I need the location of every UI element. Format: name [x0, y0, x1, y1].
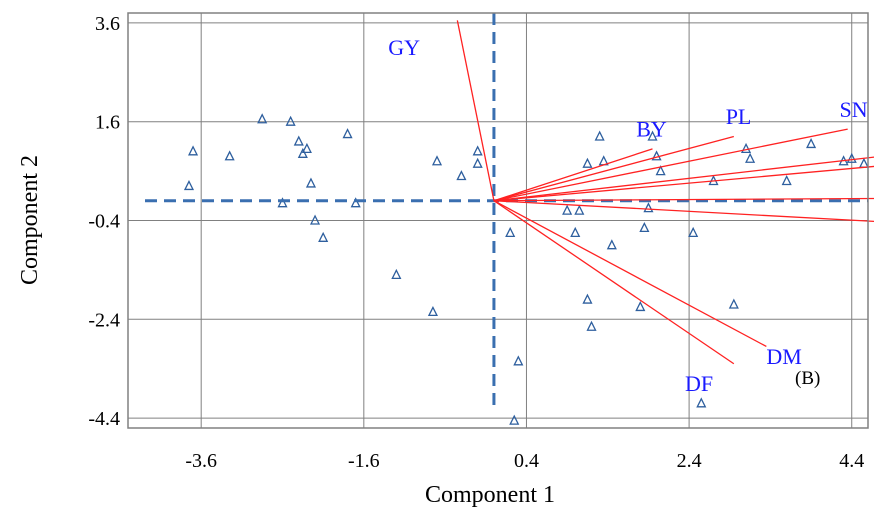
- x-tick-label: -1.6: [348, 450, 380, 472]
- data-point: [513, 355, 524, 366]
- observation-points: [183, 113, 869, 425]
- data-point: [781, 175, 792, 186]
- data-point: [846, 152, 857, 163]
- data-point: [309, 214, 321, 225]
- data-point: [301, 142, 312, 154]
- vector-label: BY: [636, 117, 667, 142]
- data-point: [431, 155, 443, 166]
- x-tick-label: 0.4: [514, 450, 539, 472]
- vector-label: DF: [685, 371, 713, 396]
- data-point: [342, 128, 353, 139]
- data-point: [740, 142, 752, 154]
- data-point: [509, 414, 520, 425]
- vector-line: [493, 200, 767, 348]
- data-point: [305, 177, 317, 188]
- reference-lines: [145, 13, 868, 410]
- vector-line: [493, 128, 848, 202]
- data-point: [472, 157, 483, 168]
- data-point: [224, 150, 235, 161]
- grid: [128, 13, 868, 428]
- data-point: [183, 179, 195, 191]
- data-point: [635, 301, 646, 312]
- data-point: [570, 226, 581, 238]
- data-point: [643, 202, 654, 213]
- data-point: [639, 221, 650, 233]
- y-tick-label: 3.6: [95, 13, 120, 35]
- y-tick-label: -4.4: [88, 408, 120, 430]
- data-point: [427, 305, 438, 317]
- vector-label: GY: [388, 35, 420, 60]
- data-point: [297, 147, 308, 158]
- data-point: [293, 135, 304, 146]
- vector-line: [493, 165, 874, 202]
- data-point: [651, 150, 662, 161]
- data-point: [655, 165, 666, 176]
- vector-line: [493, 148, 653, 202]
- data-point: [257, 113, 268, 124]
- vector-line: [493, 156, 874, 202]
- data-point: [350, 197, 361, 208]
- data-point: [574, 204, 585, 215]
- vector-label: PL: [726, 104, 752, 129]
- vector-line: [493, 200, 735, 365]
- data-point: [505, 226, 516, 238]
- data-point: [728, 298, 739, 309]
- vector-line: [493, 135, 734, 202]
- data-point: [277, 197, 288, 208]
- x-tick-labels: -3.6 -1.6 0.4 2.4 4.4: [185, 450, 864, 472]
- data-point: [745, 152, 756, 163]
- data-point: [806, 137, 817, 149]
- vector-labels: GYBYPLSNSWPWPHPNDMDF: [388, 35, 868, 396]
- data-point: [318, 231, 329, 242]
- x-tick-label: -3.6: [185, 450, 217, 472]
- vector-label: SN: [840, 97, 868, 122]
- vector-line: [493, 200, 874, 223]
- plot-frame: [127, 12, 869, 429]
- data-point: [582, 293, 593, 304]
- data-point: [606, 239, 617, 250]
- vector-line: [456, 20, 495, 201]
- y-tick-label: 1.6: [95, 112, 120, 134]
- data-point: [594, 130, 605, 141]
- data-point: [562, 204, 573, 215]
- data-point: [472, 145, 483, 156]
- data-point: [456, 170, 467, 181]
- data-point: [391, 268, 402, 279]
- data-point: [647, 130, 658, 141]
- x-tick-label: 4.4: [839, 450, 864, 472]
- vector-line: [493, 197, 874, 202]
- y-tick-labels: 3.6 1.6 -0.4 -2.4 -4.4: [88, 13, 120, 430]
- data-point: [586, 320, 597, 331]
- x-tick-label: 2.4: [677, 450, 702, 472]
- data-point: [188, 145, 199, 156]
- vector-label: DM: [766, 344, 801, 369]
- y-axis-title: Component 2: [17, 155, 43, 285]
- y-tick-label: -2.4: [88, 309, 120, 331]
- data-point: [582, 157, 593, 168]
- x-axis-title: Component 1: [425, 482, 555, 508]
- panel-label: (B): [795, 368, 820, 389]
- loading-vectors: [456, 20, 874, 365]
- data-point: [285, 115, 296, 126]
- y-tick-label: -0.4: [88, 211, 120, 233]
- data-point: [858, 157, 869, 168]
- data-point: [688, 226, 699, 238]
- data-point: [696, 397, 707, 408]
